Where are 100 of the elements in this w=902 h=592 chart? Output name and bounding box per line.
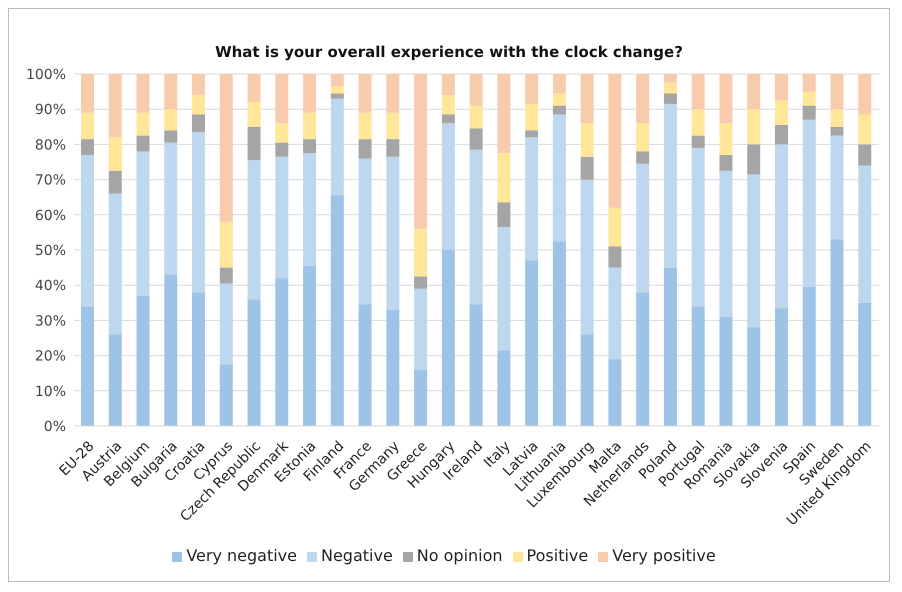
bar bbox=[497, 202, 510, 228]
bar bbox=[192, 114, 206, 132]
bar bbox=[136, 136, 150, 152]
bar bbox=[192, 74, 206, 96]
bar bbox=[858, 74, 872, 114]
bar bbox=[414, 288, 428, 370]
bar bbox=[275, 156, 288, 278]
bar bbox=[358, 112, 372, 140]
bar bbox=[330, 86, 344, 94]
bar bbox=[303, 74, 316, 113]
legend-label: No opinion bbox=[416, 546, 503, 565]
bar bbox=[275, 74, 288, 124]
bar bbox=[747, 74, 760, 110]
bar bbox=[552, 106, 566, 114]
bar bbox=[858, 166, 872, 303]
bar bbox=[220, 283, 233, 364]
bar bbox=[414, 276, 428, 289]
bar bbox=[692, 136, 705, 148]
bar bbox=[248, 299, 261, 426]
bar bbox=[608, 208, 622, 246]
bar bbox=[136, 74, 150, 113]
bar bbox=[303, 139, 316, 154]
bar bbox=[858, 114, 872, 144]
bar bbox=[81, 306, 94, 426]
y-tick-label: 0% bbox=[44, 418, 66, 435]
bar bbox=[386, 112, 400, 140]
bar bbox=[275, 123, 288, 143]
bar bbox=[81, 139, 94, 155]
y-tick-label: 20% bbox=[34, 348, 66, 365]
bar bbox=[248, 126, 261, 160]
y-tick-label: 10% bbox=[34, 384, 66, 400]
bar bbox=[830, 136, 844, 240]
bar bbox=[747, 174, 760, 328]
bar bbox=[664, 74, 677, 83]
bar bbox=[442, 114, 455, 124]
bar bbox=[774, 144, 788, 308]
bar bbox=[608, 359, 622, 426]
bar bbox=[108, 74, 122, 138]
bar bbox=[580, 74, 594, 124]
bar bbox=[414, 228, 428, 276]
legend-label: Negative bbox=[320, 546, 393, 565]
bar bbox=[552, 114, 566, 242]
bar bbox=[303, 153, 316, 266]
y-tick-label: 50% bbox=[34, 242, 66, 259]
bar bbox=[164, 130, 178, 143]
bar bbox=[386, 74, 400, 113]
bar bbox=[497, 153, 510, 202]
legend-label: Very positive bbox=[612, 546, 716, 565]
bar bbox=[330, 93, 344, 99]
bar bbox=[136, 151, 150, 296]
bar bbox=[774, 125, 788, 144]
bar bbox=[164, 274, 178, 426]
bar bbox=[470, 128, 483, 150]
bar bbox=[442, 95, 455, 114]
bar bbox=[192, 132, 206, 292]
bar bbox=[192, 95, 206, 114]
bar bbox=[774, 308, 788, 426]
bar bbox=[580, 156, 594, 180]
bar bbox=[802, 120, 816, 287]
bar bbox=[164, 109, 178, 130]
bar bbox=[636, 164, 650, 292]
bar bbox=[108, 137, 122, 171]
bar bbox=[442, 123, 455, 250]
bar bbox=[664, 93, 677, 104]
bar bbox=[108, 170, 122, 194]
bar bbox=[470, 304, 483, 426]
chart-title: What is your overall experience with the clock change? bbox=[214, 43, 684, 63]
bar bbox=[248, 102, 261, 127]
bar bbox=[802, 92, 816, 106]
bar bbox=[747, 109, 760, 144]
bar bbox=[275, 278, 288, 426]
bar bbox=[747, 144, 760, 174]
bar bbox=[802, 106, 816, 120]
bar bbox=[220, 222, 233, 268]
bar bbox=[830, 74, 844, 110]
bar bbox=[192, 292, 206, 426]
bar bbox=[830, 239, 844, 426]
bar bbox=[719, 154, 732, 171]
bar bbox=[774, 100, 788, 126]
bar bbox=[108, 334, 122, 426]
bar bbox=[664, 104, 677, 268]
bar bbox=[136, 112, 150, 136]
bar bbox=[330, 74, 344, 86]
bar bbox=[81, 154, 94, 306]
bar bbox=[692, 74, 705, 110]
bar bbox=[414, 370, 428, 426]
bar bbox=[497, 350, 510, 426]
bar bbox=[636, 151, 650, 164]
y-tick-label: 40% bbox=[34, 278, 66, 294]
bar bbox=[552, 74, 566, 94]
y-tick-label: 80% bbox=[34, 137, 66, 154]
bar bbox=[580, 334, 594, 426]
bar bbox=[692, 306, 705, 426]
bar bbox=[497, 74, 510, 154]
bar bbox=[802, 74, 816, 92]
bar bbox=[81, 74, 94, 113]
bar bbox=[220, 364, 233, 426]
bar bbox=[747, 327, 760, 426]
bar bbox=[636, 292, 650, 426]
bar bbox=[358, 139, 372, 158]
